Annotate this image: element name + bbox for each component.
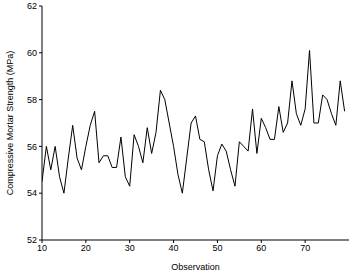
svg-text:54: 54: [27, 188, 37, 198]
svg-text:58: 58: [27, 95, 37, 105]
svg-text:20: 20: [81, 243, 91, 253]
svg-text:50: 50: [212, 243, 222, 253]
svg-text:70: 70: [300, 243, 310, 253]
svg-text:60: 60: [27, 48, 37, 58]
svg-text:Compressive Mortar Strength (M: Compressive Mortar Strength (MPa): [8, 51, 15, 196]
svg-text:62: 62: [27, 1, 37, 11]
svg-text:52: 52: [27, 235, 37, 245]
svg-text:10: 10: [37, 243, 47, 253]
svg-text:30: 30: [125, 243, 135, 253]
svg-text:56: 56: [27, 142, 37, 152]
svg-text:Observation: Observation: [171, 262, 220, 272]
svg-text:60: 60: [256, 243, 266, 253]
svg-text:40: 40: [169, 243, 179, 253]
